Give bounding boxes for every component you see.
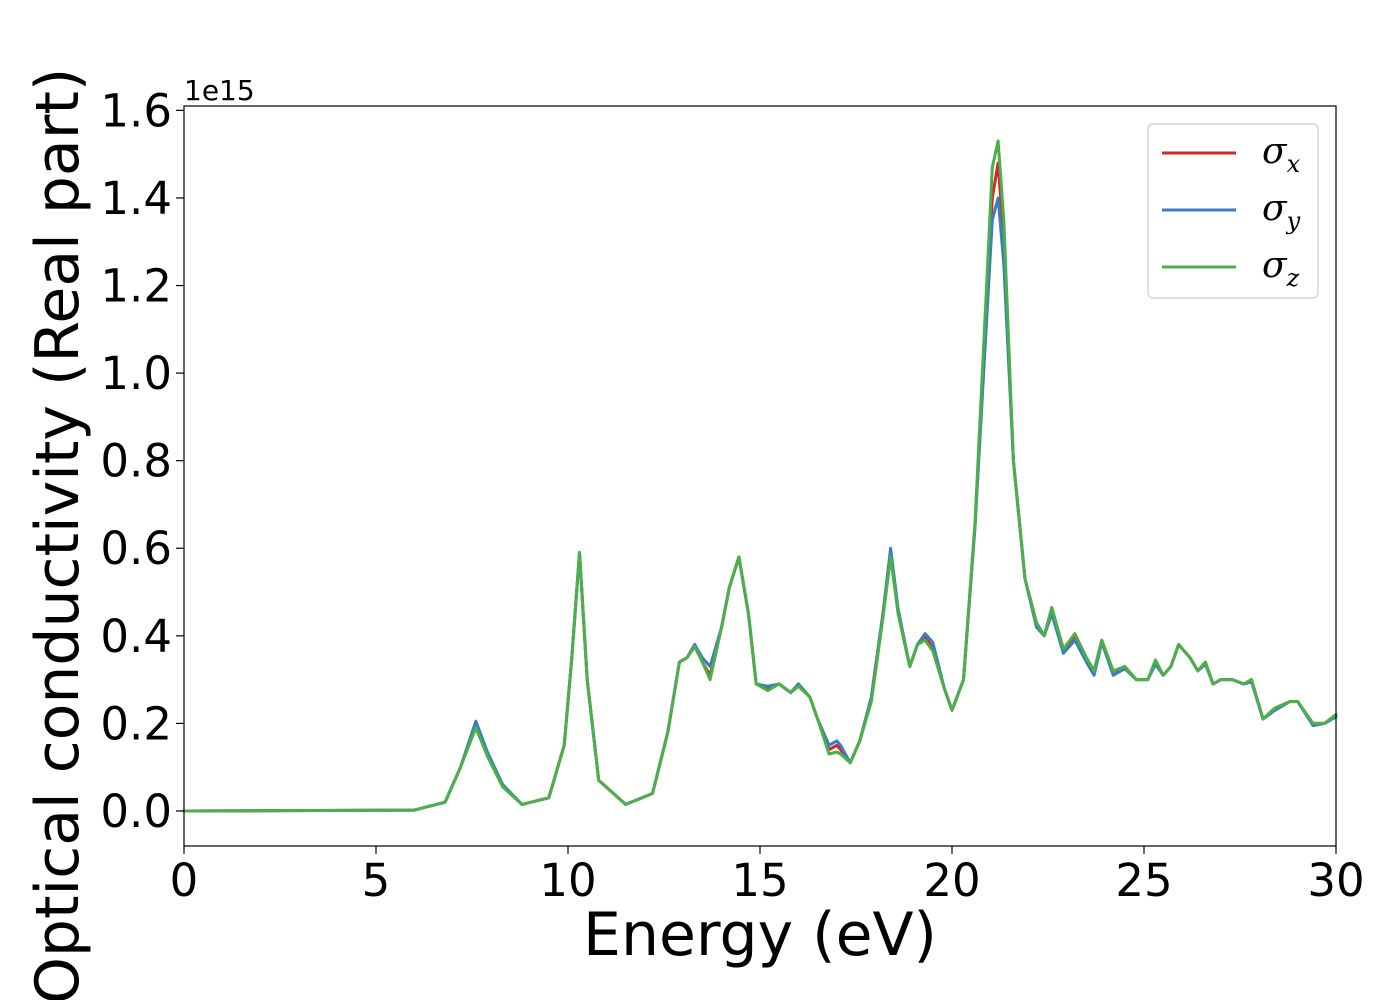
x-axis-ticks: 0 5 10 15 20 25 30	[170, 846, 1365, 907]
y-tick-label: 1.6	[100, 84, 172, 137]
legend-label-y: σy	[1262, 188, 1301, 235]
series-line-z	[182, 139, 1338, 813]
y-tick-label: 1.4	[100, 172, 172, 225]
legend: σx σy σz	[1147, 123, 1319, 299]
x-tick-label: 10	[539, 854, 596, 907]
x-tick-label: 15	[731, 854, 788, 907]
y-axis-offset-text: 1e15	[184, 74, 255, 107]
legend-label-z: σz	[1262, 245, 1300, 292]
x-tick-label: 25	[1115, 854, 1172, 907]
x-tick-label: 20	[923, 854, 980, 907]
legend-label-x: σx	[1262, 131, 1301, 178]
y-tick-label: 0.6	[100, 522, 172, 575]
x-tick-label: 30	[1307, 854, 1364, 907]
y-tick-label: 0.0	[100, 785, 172, 838]
y-axis-ticks: 0.0 0.2 0.4 0.6 0.8 1.0 1.2 1.4 1.6	[100, 84, 184, 838]
y-tick-label: 1.2	[100, 260, 172, 313]
y-tick-label: 0.2	[100, 697, 172, 750]
x-tick-label: 5	[362, 854, 391, 907]
y-axis-label: Optical conductivity (Real part)	[23, 68, 93, 1000]
y-tick-label: 1.0	[100, 347, 172, 400]
y-tick-label: 0.4	[100, 610, 172, 663]
y-tick-label: 0.8	[100, 435, 172, 488]
x-axis-label: Energy (eV)	[583, 900, 937, 970]
x-tick-label: 0	[170, 854, 199, 907]
series-layer	[182, 139, 1338, 813]
